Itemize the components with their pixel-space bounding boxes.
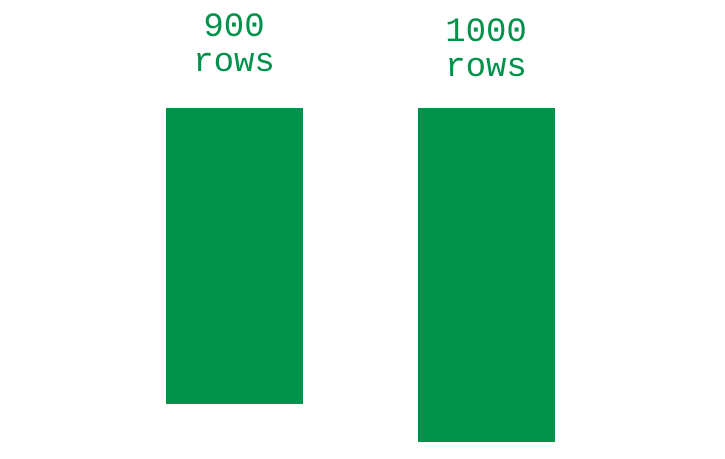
- row-count-text: 1000: [445, 14, 527, 52]
- row-unit-text: rows: [193, 44, 275, 82]
- data-block-900-rows: [166, 108, 303, 404]
- block-label-1000-rows: 1000 rows: [386, 16, 586, 86]
- row-unit-text: rows: [445, 49, 527, 87]
- block-label-900-rows: 900 rows: [134, 11, 334, 81]
- row-count-text: 900: [203, 9, 265, 47]
- data-block-1000-rows: [418, 108, 555, 442]
